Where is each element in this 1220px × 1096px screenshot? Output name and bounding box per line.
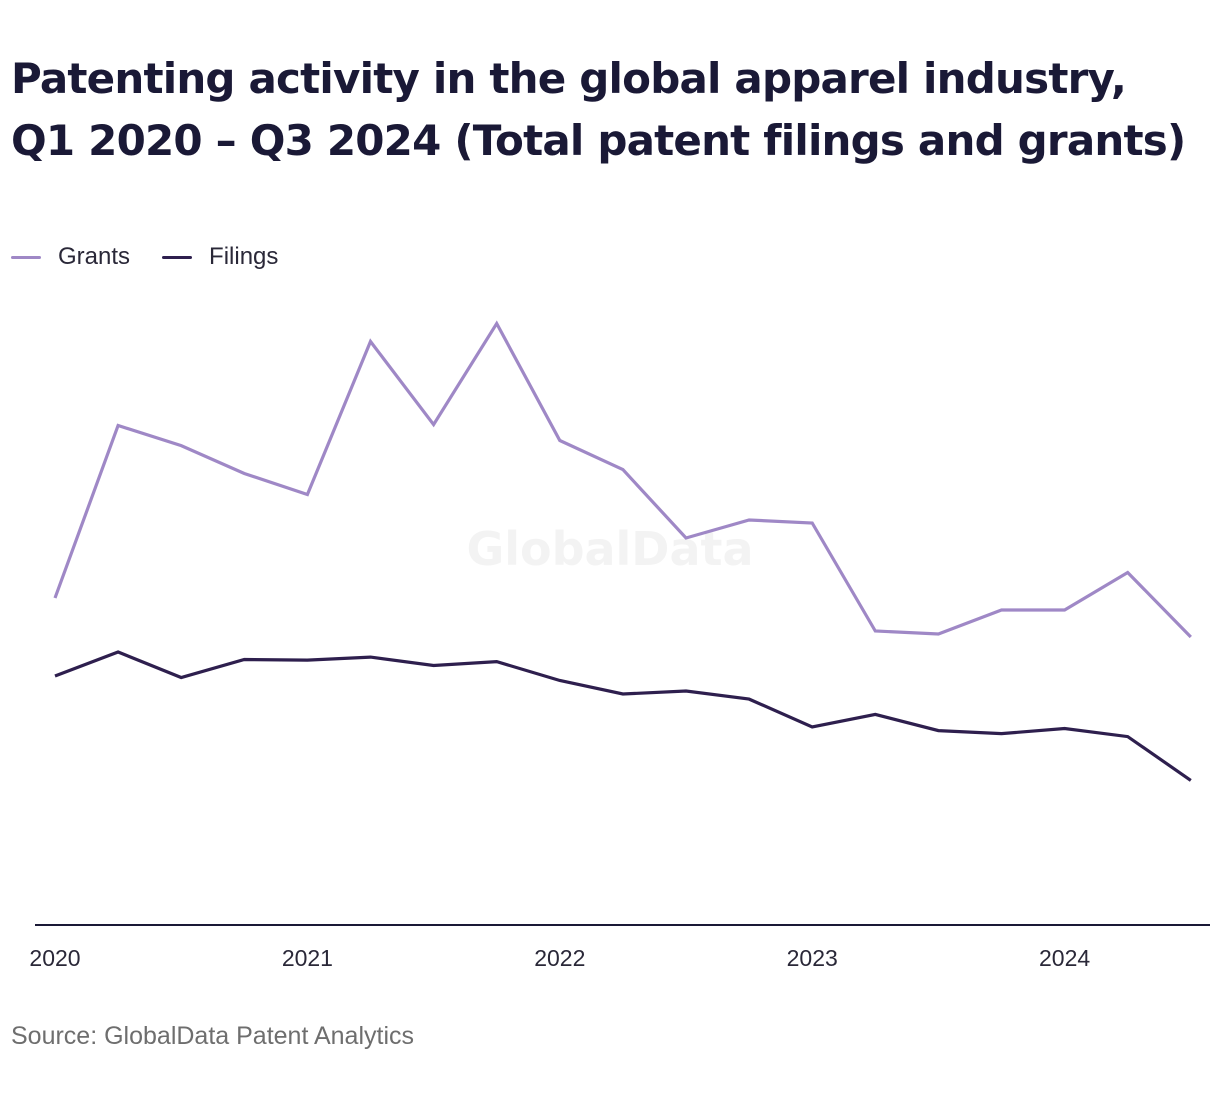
x-tick-label-2021: 2021 xyxy=(282,945,333,971)
chart-legend: Grants Filings xyxy=(11,240,310,274)
legend-item-filings: Filings xyxy=(162,243,278,271)
chart-title: Patenting activity in the global apparel… xyxy=(11,54,1186,165)
x-tick-label-2023: 2023 xyxy=(787,945,838,971)
legend-label-filings: Filings xyxy=(209,243,279,270)
series-line-filings xyxy=(54,650,1192,782)
x-tick-label-2020: 2020 xyxy=(29,945,80,971)
series-line-grants xyxy=(53,320,1192,639)
x-tick-label-2022: 2022 xyxy=(534,945,585,971)
legend-item-grants: Grants xyxy=(11,243,130,271)
x-tick-label-2024: 2024 xyxy=(1039,945,1090,971)
legend-swatch-grants xyxy=(11,255,41,259)
legend-swatch-filings xyxy=(162,255,193,259)
legend-label-grants: Grants xyxy=(58,243,131,270)
source-note: Source: GlobalData Patent Analytics xyxy=(11,1022,415,1050)
